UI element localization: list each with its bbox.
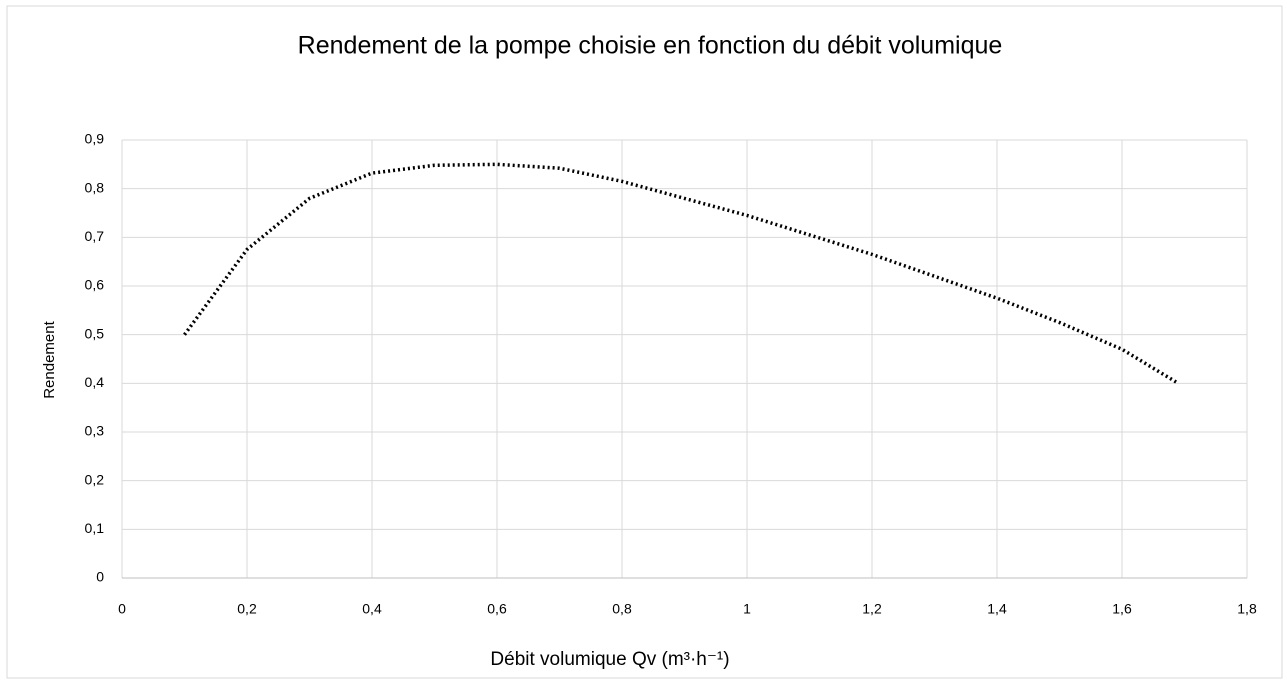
series-line [183,162,1180,385]
y-tick-label: 0,3 [85,423,105,439]
chart-border [6,5,1283,679]
y-tick-label: 0,5 [85,325,105,341]
x-tick-label: 0,4 [362,601,382,617]
y-tick-label: 0,2 [85,471,105,487]
y-tick-label: 0,7 [85,228,105,244]
x-tick-label: 0 [118,601,126,617]
x-tick-label: 0,8 [612,601,632,617]
x-tick-label: 1,2 [862,601,882,617]
chart-title: Rendement de la pompe choisie en fonctio… [298,32,1003,60]
y-tick-label: 0 [96,569,104,585]
x-tick-label: 1,8 [1237,601,1257,617]
y-tick-label: 0,1 [85,520,105,536]
x-axis-label: Débit volumique Qv (m³·h⁻¹) [490,649,729,670]
y-tick-label: 0,8 [85,179,105,195]
x-tick-label: 1 [743,601,751,617]
x-tick-label: 0,6 [487,601,507,617]
y-tick-label: 0,6 [85,277,105,293]
x-tick-label: 0,2 [237,601,257,617]
x-tick-label: 1,6 [1112,601,1132,617]
y-tick-label: 0,4 [85,374,105,390]
y-tick-label: 0,9 [85,131,105,147]
x-tick-label: 1,4 [987,601,1007,617]
y-axis-label: Rendement [41,320,58,398]
